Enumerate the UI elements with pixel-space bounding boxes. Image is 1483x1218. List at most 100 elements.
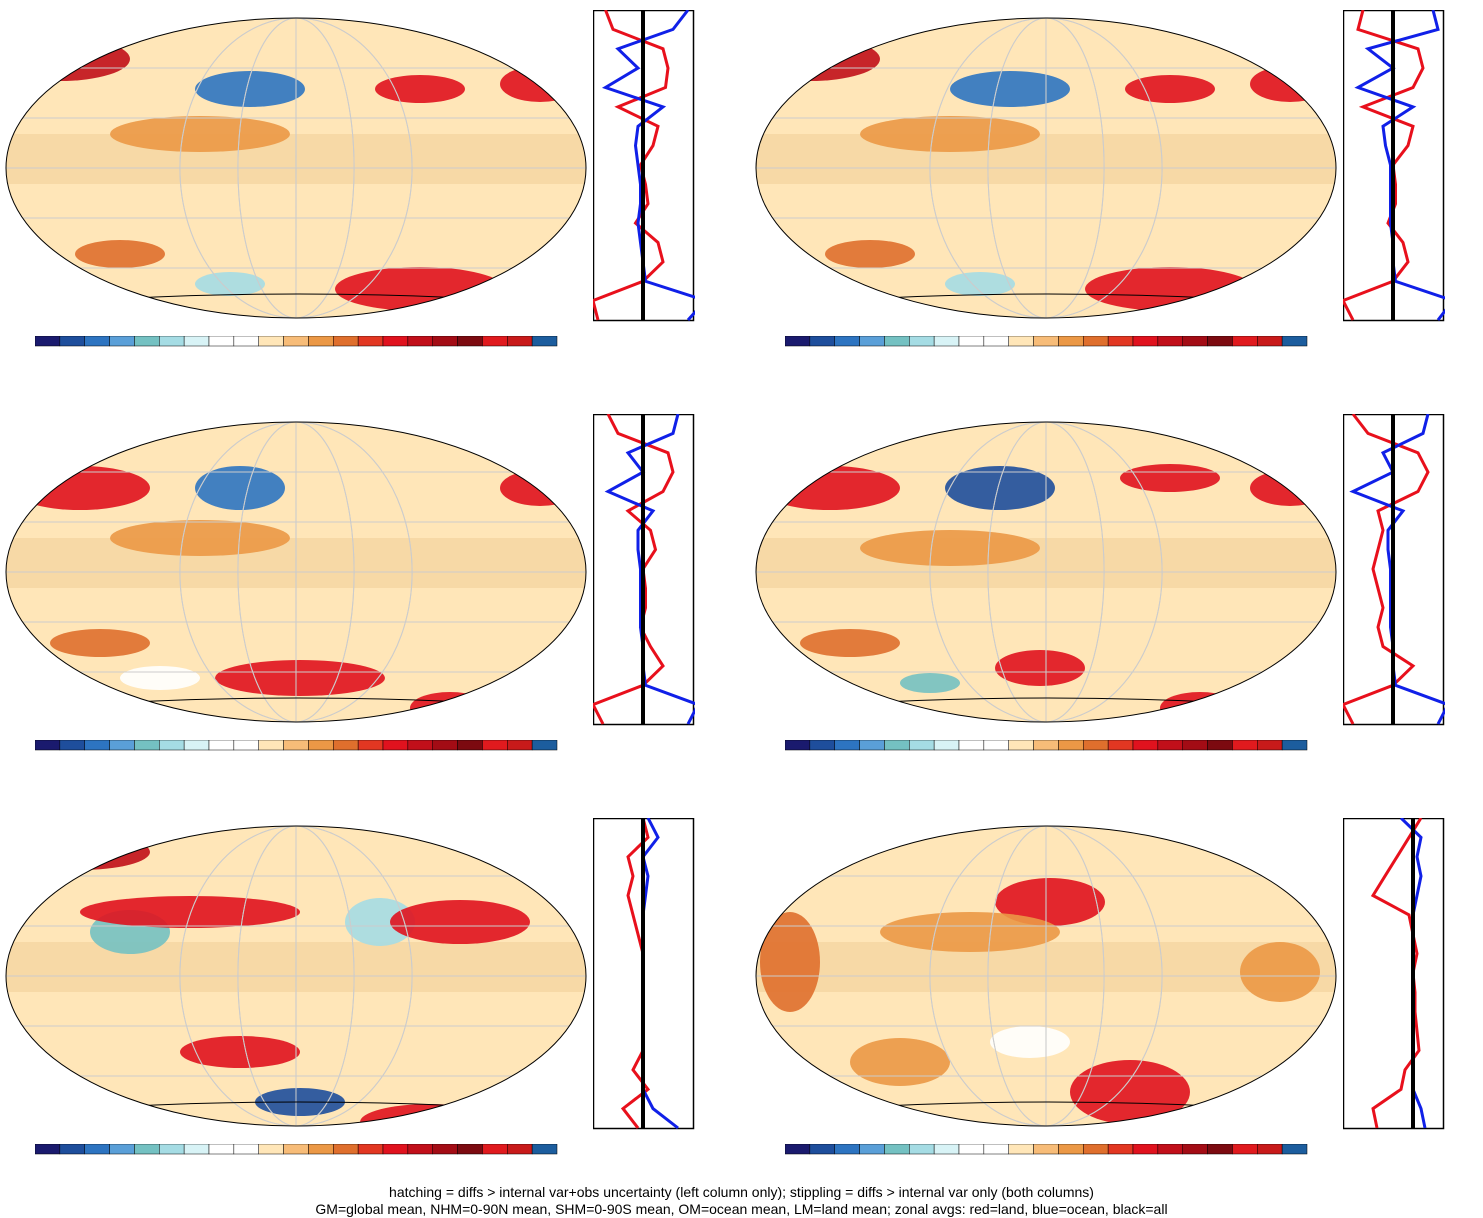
colorbar-swatch [209,740,234,750]
colorbar-swatch [532,336,557,346]
world-map [750,822,1350,1142]
colorbar [35,740,565,752]
colorbar-swatch [1257,740,1282,750]
colorbar-swatch [333,740,358,750]
zonal-average-plot [1343,414,1445,726]
ocean-zonal-line [643,818,678,1128]
colorbar-swatch [909,1144,934,1154]
colorbar-swatch [284,336,309,346]
colorbar-swatch [909,336,934,346]
zonal-average-plot [1343,10,1445,322]
world-map [0,418,600,738]
colorbar-swatch [959,1144,984,1154]
colorbar-swatch [959,740,984,750]
colorbar-swatch [1232,1144,1257,1154]
anomaly-region [50,629,150,657]
colorbar-swatch [1108,1144,1133,1154]
colorbar-swatch [234,740,259,750]
colorbar-swatch [860,336,885,346]
colorbar-swatch [1208,336,1233,346]
anomaly-region [110,116,290,152]
colorbar-swatch [433,740,458,750]
colorbar-swatch [383,740,408,750]
colorbar-swatch [1133,1144,1158,1154]
colorbar-swatch [884,336,909,346]
anomaly-region [375,75,465,103]
colorbar-swatch [835,336,860,346]
colorbar-swatch [810,740,835,750]
colorbar-swatch [1133,336,1158,346]
colorbar-swatch [860,740,885,750]
colorbar-swatch [1158,336,1183,346]
map-panel [0,808,733,1212]
anomaly-region [760,912,820,1012]
colorbar-swatch [134,1144,159,1154]
anomaly-region [800,629,900,657]
colorbar-swatch [482,740,507,750]
colorbar-swatch [934,336,959,346]
colorbar-swatch [259,740,284,750]
colorbar [785,740,1315,752]
colorbar-swatch [1183,740,1208,750]
anomaly-region [1085,267,1255,311]
anomaly-region [1070,1060,1190,1124]
colorbar-swatch [159,336,184,346]
anomaly-region [390,900,530,944]
anomaly-region [335,267,505,311]
colorbar-swatch [110,1144,135,1154]
colorbar-swatch [60,740,85,750]
anomaly-region [945,272,1015,296]
zonal-average-plot [593,414,695,726]
colorbar-swatch [860,1144,885,1154]
colorbar-swatch [1183,1144,1208,1154]
colorbar-swatch [507,740,532,750]
anomaly-region [860,116,1040,152]
colorbar-swatch [333,1144,358,1154]
colorbar-swatch [308,740,333,750]
colorbar-swatch [358,336,383,346]
colorbar-swatch [110,740,135,750]
colorbar-swatch [184,336,209,346]
colorbar-swatch [308,336,333,346]
map-panel [0,404,733,808]
colorbar-swatch [1058,1144,1083,1154]
footer-note-hatching: hatching = diffs > internal var+obs unce… [0,1184,1483,1201]
anomaly-region [0,1108,100,1136]
colorbar-swatch [1108,336,1133,346]
colorbar-swatch [1158,740,1183,750]
colorbar-swatch [1208,740,1233,750]
colorbar-swatch [810,336,835,346]
anomaly-region [215,660,385,696]
anomaly-region [990,1026,1070,1058]
colorbar-swatch [1083,336,1108,346]
colorbar-swatch [835,1144,860,1154]
colorbar-swatch [458,1144,483,1154]
colorbar-swatch [284,740,309,750]
colorbar-swatch [909,740,934,750]
ocean-zonal-line [1358,10,1445,320]
colorbar-swatch [532,1144,557,1154]
colorbar-swatch [35,336,60,346]
map-panel [0,0,733,404]
anomaly-region [10,466,150,510]
anomaly-region [860,530,1040,566]
anomaly-region [1120,464,1220,492]
colorbar-swatch [507,1144,532,1154]
colorbar-swatch [1282,740,1307,750]
colorbar [35,336,565,348]
world-map [750,418,1350,738]
anomaly-region [410,692,490,724]
colorbar-swatch [1034,740,1059,750]
colorbar-swatch [1282,1144,1307,1154]
colorbar-swatch [358,740,383,750]
colorbar-swatch [1083,1144,1108,1154]
colorbar-swatch [458,740,483,750]
anomaly-region [195,272,265,296]
colorbar-swatch [1058,740,1083,750]
anomaly-region [1250,66,1330,102]
colorbar-swatch [934,740,959,750]
colorbar-swatch [482,1144,507,1154]
colorbar-swatch [433,1144,458,1154]
colorbar-swatch [1257,1144,1282,1154]
colorbar-swatch [259,1144,284,1154]
